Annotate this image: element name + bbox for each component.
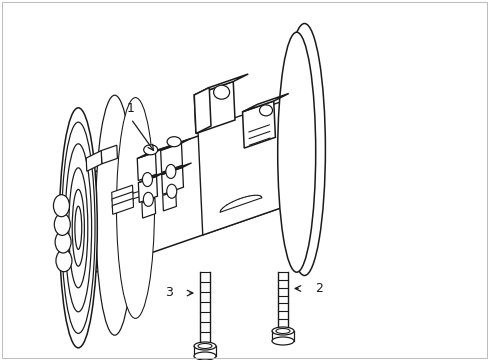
Ellipse shape (143, 192, 153, 206)
Polygon shape (242, 94, 288, 112)
Polygon shape (242, 101, 275, 148)
Polygon shape (76, 103, 298, 277)
Ellipse shape (271, 327, 293, 335)
Polygon shape (138, 172, 165, 183)
Ellipse shape (69, 168, 88, 288)
Ellipse shape (194, 352, 216, 360)
Ellipse shape (75, 206, 81, 249)
Ellipse shape (59, 108, 97, 348)
Ellipse shape (55, 231, 71, 253)
Ellipse shape (166, 184, 176, 198)
Ellipse shape (275, 328, 289, 333)
Ellipse shape (277, 32, 315, 272)
Ellipse shape (65, 144, 91, 312)
Ellipse shape (54, 213, 70, 235)
Polygon shape (137, 152, 156, 180)
Polygon shape (137, 148, 164, 158)
Polygon shape (163, 191, 176, 211)
Polygon shape (142, 198, 155, 218)
Polygon shape (194, 74, 248, 95)
Polygon shape (161, 139, 190, 150)
Text: 2: 2 (314, 282, 322, 295)
Ellipse shape (213, 85, 229, 99)
Ellipse shape (271, 337, 293, 345)
Polygon shape (101, 145, 117, 164)
Polygon shape (162, 167, 183, 194)
Polygon shape (198, 97, 298, 235)
Ellipse shape (165, 165, 176, 179)
Polygon shape (112, 192, 133, 208)
Ellipse shape (143, 145, 157, 155)
Polygon shape (194, 87, 210, 134)
Text: 3: 3 (165, 287, 173, 300)
Text: 1: 1 (127, 102, 135, 115)
Ellipse shape (61, 122, 95, 333)
Ellipse shape (56, 250, 72, 272)
Ellipse shape (72, 189, 84, 266)
Polygon shape (161, 143, 182, 172)
Ellipse shape (167, 137, 181, 147)
Ellipse shape (116, 98, 154, 318)
Ellipse shape (259, 105, 272, 116)
Polygon shape (112, 198, 133, 214)
Polygon shape (194, 81, 235, 134)
Ellipse shape (283, 23, 325, 275)
Ellipse shape (53, 195, 69, 217)
Ellipse shape (194, 342, 216, 350)
Polygon shape (86, 150, 102, 171)
Ellipse shape (198, 343, 212, 348)
Ellipse shape (96, 95, 133, 335)
Polygon shape (162, 163, 191, 175)
Polygon shape (138, 176, 157, 202)
Polygon shape (111, 185, 133, 201)
Ellipse shape (142, 172, 152, 186)
